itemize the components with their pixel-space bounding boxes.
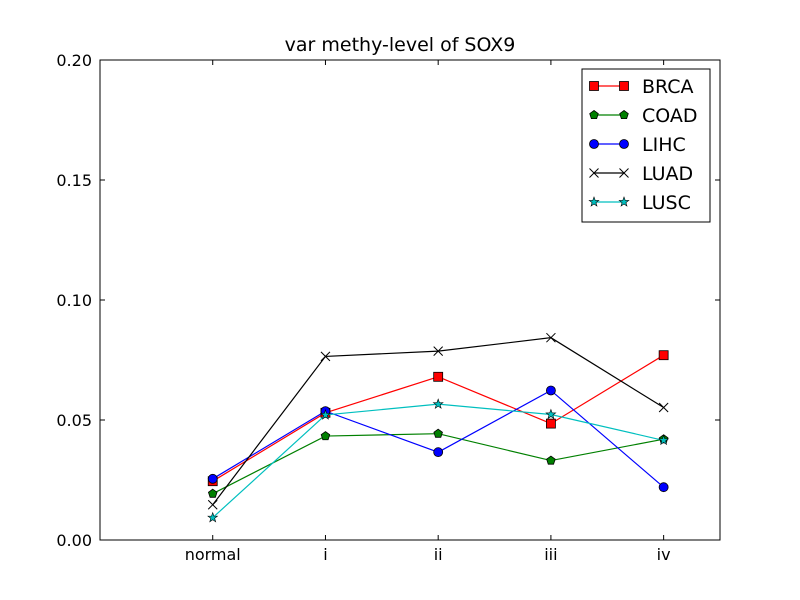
legend: BRCA COAD LIHC LUAD LUSC [581, 68, 711, 223]
legend-marker-coad [589, 110, 599, 120]
data-point-lusc-iv [658, 434, 670, 446]
legend-marker-lihc [619, 139, 629, 149]
data-point-luad-iv-stroke-b [658, 402, 669, 413]
legend-marker-luad-stroke-b [589, 168, 599, 178]
data-point-luad-iv [658, 402, 669, 413]
data-point-lusc-ii [432, 398, 444, 409]
data-point-coad-iii [546, 455, 556, 465]
data-point-luad-ii [433, 346, 444, 356]
legend-marker-lusc [588, 196, 600, 207]
data-point-luad-normal [207, 499, 218, 510]
data-point-luad-i-stroke-b [320, 351, 331, 362]
x-tick-label: i [323, 545, 327, 564]
legend-label-luad: LUAD [642, 163, 693, 185]
legend-label-lihc: LIHC [642, 134, 686, 156]
chart-title: var methy-level of SOX9 [285, 34, 516, 56]
data-point-luad-iii [546, 332, 556, 343]
data-point-lihc-normal [207, 473, 218, 484]
y-tick-label: 0.10 [56, 291, 92, 310]
legend-marker-luad-stroke-b [619, 168, 629, 178]
data-point-lusc-iii [545, 408, 557, 420]
legend-box [581, 68, 711, 223]
data-point-coad-i [320, 431, 331, 441]
data-point-lihc-ii [433, 447, 444, 458]
data-point-luad-ii-stroke-b [433, 346, 444, 356]
legend-marker-lihc [589, 139, 599, 149]
data-point-luad-i [320, 351, 331, 362]
legend-label-coad: COAD [642, 105, 698, 127]
legend-label-brca: BRCA [642, 76, 694, 98]
data-point-luad-iii-stroke-b [546, 332, 556, 343]
data-point-brca-ii [433, 371, 444, 382]
data-point-lusc-i [319, 409, 332, 420]
x-tick-label: iv [657, 545, 671, 564]
data-point-lihc-iv [658, 482, 669, 493]
data-point-coad-normal [207, 488, 218, 498]
legend-label-lusc: LUSC [642, 192, 691, 214]
y-tick-label: 0.00 [56, 531, 92, 550]
data-point-lihc-iii [546, 385, 556, 396]
data-point-lusc-normal [207, 511, 219, 523]
x-tick-label: ii [434, 545, 443, 564]
y-tick-label: 0.15 [56, 171, 92, 190]
data-point-brca-iv [658, 350, 669, 361]
y-tick-label: 0.20 [56, 51, 92, 70]
data-point-brca-iii [546, 418, 556, 429]
legend-marker-lusc [618, 196, 630, 207]
legend-marker-brca [589, 81, 599, 91]
y-tick-label: 0.05 [56, 411, 92, 430]
legend-marker-brca [619, 81, 629, 91]
legend-marker-luad [589, 168, 599, 178]
data-point-coad-ii [433, 428, 443, 438]
legend-marker-coad [619, 110, 629, 120]
legend-marker-luad [619, 168, 629, 178]
data-point-luad-normal-stroke-b [207, 499, 218, 510]
x-tick-label: iii [544, 545, 557, 564]
x-tick-label: normal [185, 545, 241, 564]
